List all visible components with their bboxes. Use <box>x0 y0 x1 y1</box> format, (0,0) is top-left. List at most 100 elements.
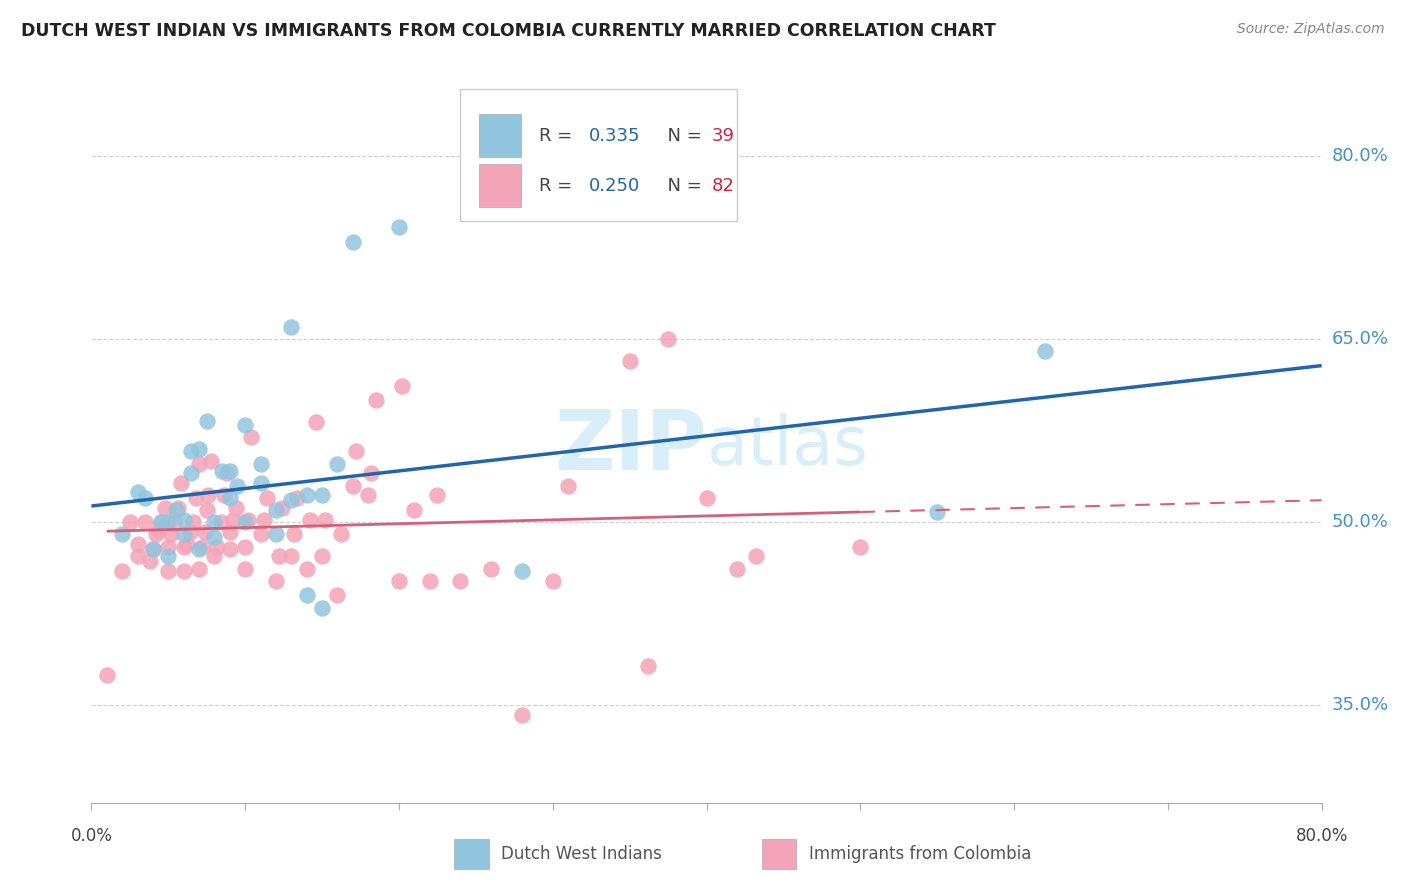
Point <box>311 488 333 502</box>
Point <box>218 491 240 505</box>
Point <box>364 393 387 408</box>
Point <box>149 515 172 529</box>
Point <box>165 503 187 517</box>
Point <box>157 564 180 578</box>
Text: N =: N = <box>657 127 707 145</box>
Point <box>127 549 149 564</box>
Point <box>195 503 218 517</box>
Text: atlas: atlas <box>706 413 868 479</box>
Point <box>329 527 352 541</box>
Point <box>211 464 233 478</box>
Point <box>271 500 294 515</box>
FancyBboxPatch shape <box>762 839 796 869</box>
Point <box>298 513 321 527</box>
Point <box>311 549 333 564</box>
Point <box>118 515 141 529</box>
Point <box>449 574 471 588</box>
Point <box>194 524 217 539</box>
Point <box>295 561 318 575</box>
Point <box>188 442 211 456</box>
Point <box>249 527 271 541</box>
Point <box>256 491 278 505</box>
Point <box>264 503 287 517</box>
Point <box>233 417 256 432</box>
Text: 0.0%: 0.0% <box>70 827 112 846</box>
Point <box>148 523 170 537</box>
Point <box>226 478 249 492</box>
Text: 0.335: 0.335 <box>588 127 640 145</box>
Point <box>145 527 167 541</box>
Point <box>142 542 165 557</box>
Point <box>139 554 162 568</box>
Text: R =: R = <box>538 127 578 145</box>
Point <box>311 600 333 615</box>
Point <box>264 574 287 588</box>
Text: Source: ZipAtlas.com: Source: ZipAtlas.com <box>1237 22 1385 37</box>
Point <box>342 235 364 249</box>
Text: 65.0%: 65.0% <box>1331 330 1389 348</box>
Text: ZIP: ZIP <box>554 406 706 486</box>
Point <box>188 457 211 471</box>
Point <box>253 513 276 527</box>
Point <box>195 414 218 428</box>
Text: R =: R = <box>538 177 578 194</box>
Point <box>222 513 245 527</box>
Point <box>188 561 211 575</box>
Point <box>188 542 211 557</box>
Point <box>849 540 872 554</box>
Text: 80.0%: 80.0% <box>1295 827 1348 846</box>
Point <box>344 444 367 458</box>
Text: DUTCH WEST INDIAN VS IMMIGRANTS FROM COLOMBIA CURRENTLY MARRIED CORRELATION CHAR: DUTCH WEST INDIAN VS IMMIGRANTS FROM COL… <box>21 22 995 40</box>
FancyBboxPatch shape <box>460 89 737 221</box>
Point <box>212 488 235 502</box>
Point <box>287 491 309 505</box>
Point <box>173 513 195 527</box>
Point <box>249 476 271 491</box>
Point <box>510 708 533 723</box>
Point <box>207 540 229 554</box>
Point <box>163 515 186 529</box>
Point <box>404 503 426 517</box>
Point <box>326 589 349 603</box>
Point <box>479 561 502 575</box>
Point <box>557 478 579 492</box>
Point <box>1033 344 1056 359</box>
Point <box>209 515 232 529</box>
Point <box>696 491 718 505</box>
Point <box>280 549 302 564</box>
Point <box>169 476 191 491</box>
Point <box>360 467 382 481</box>
Point <box>202 515 225 529</box>
Point <box>240 430 263 444</box>
Point <box>111 527 134 541</box>
Point <box>357 488 380 502</box>
Point <box>725 561 748 575</box>
Point <box>96 667 118 681</box>
Point <box>218 464 240 478</box>
FancyBboxPatch shape <box>454 839 489 869</box>
Point <box>745 549 768 564</box>
Point <box>166 500 188 515</box>
Point <box>179 524 201 539</box>
Point <box>305 415 328 429</box>
Point <box>225 500 247 515</box>
Text: N =: N = <box>657 177 707 194</box>
Point <box>249 457 271 471</box>
Point <box>134 515 156 529</box>
Point <box>238 513 260 527</box>
Point <box>111 564 134 578</box>
Text: 35.0%: 35.0% <box>1331 697 1389 714</box>
Point <box>184 491 207 505</box>
Point <box>153 500 177 515</box>
Point <box>173 564 195 578</box>
Point <box>295 589 318 603</box>
Point <box>173 527 195 541</box>
Point <box>157 549 180 564</box>
Point <box>233 561 256 575</box>
Text: 80.0%: 80.0% <box>1331 147 1388 165</box>
Point <box>342 478 364 492</box>
Point <box>391 378 413 392</box>
Point <box>927 506 949 520</box>
Point <box>142 542 165 557</box>
Text: Immigrants from Colombia: Immigrants from Colombia <box>808 846 1031 863</box>
